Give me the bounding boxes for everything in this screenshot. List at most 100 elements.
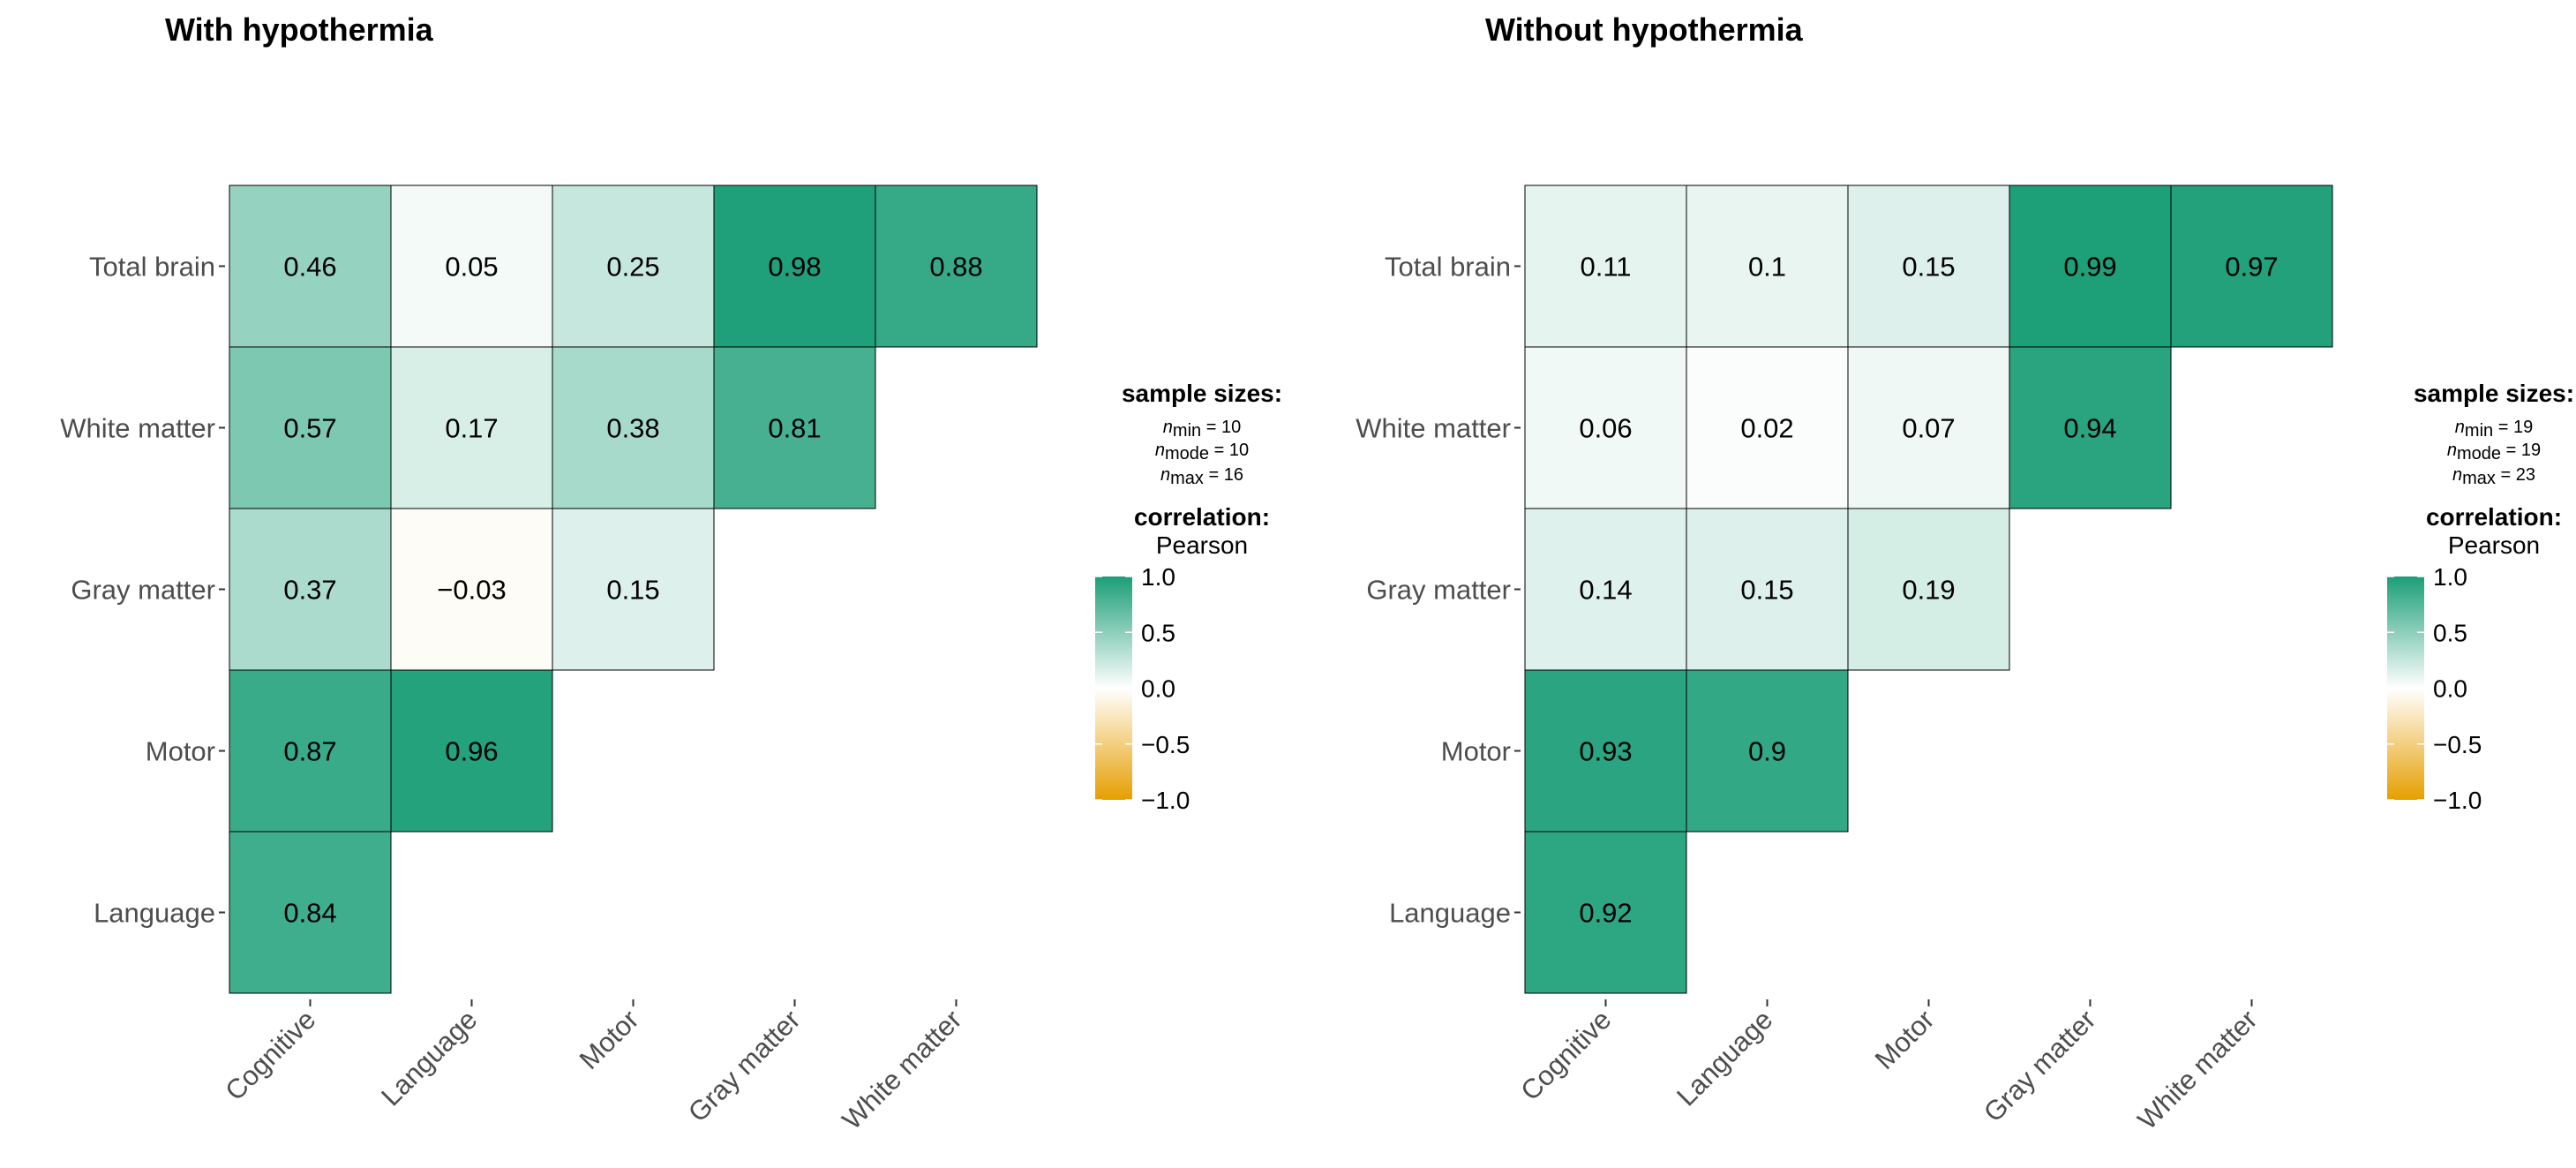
heatmap-cell — [875, 185, 1038, 348]
colorbar-tick-label: −1.0 — [2433, 787, 2482, 814]
legend-sample-size-mode: nmode = 10 — [1155, 441, 1249, 463]
heatmap-cell — [2009, 346, 2172, 509]
y-tick-label: White matter — [60, 413, 215, 444]
heatmap-cell — [229, 508, 392, 671]
heatmap-cell — [552, 508, 715, 671]
legend-sample-size-mode: nmode = 19 — [2447, 441, 2541, 463]
heatmap-cell — [1686, 669, 1849, 833]
heatmap-cell — [1524, 346, 1687, 509]
heatmap-panel-1: With hypothermia 0.46 0.05 0.25 0.98 0.88 0.57… — [60, 11, 1282, 1135]
x-tick-label: Gray matter — [682, 1004, 806, 1127]
cell-value-label: 0.15 — [606, 575, 659, 606]
cell-value-label: 0.25 — [606, 252, 659, 283]
x-tick-label: Cognitive — [219, 1004, 321, 1106]
heatmap-cell — [229, 346, 392, 509]
heatmap-cell — [552, 185, 715, 348]
cell-value-label: 0.92 — [1579, 898, 1632, 929]
colorbar-tick-label: 0.0 — [2433, 675, 2467, 703]
heatmap-cell — [390, 185, 553, 348]
x-tick-label: Motor — [574, 1004, 645, 1075]
heatmap-cell — [1524, 831, 1687, 994]
panel-title: Without hypothermia — [1485, 11, 1804, 48]
cell-value-label: 0.05 — [445, 252, 498, 283]
cell-value-label: 0.96 — [445, 736, 498, 767]
colorbar-tick-label: 0.5 — [1141, 619, 1175, 646]
cell-value-label: 0.37 — [283, 575, 336, 606]
x-tick-label: White matter — [2131, 1004, 2263, 1135]
cell-value-label: 0.15 — [1740, 575, 1793, 606]
heatmap-cell — [1686, 346, 1849, 509]
y-tick-label: Gray matter — [1366, 575, 1511, 606]
cell-value-label: 0.87 — [283, 736, 336, 767]
cell-value-label: 0.11 — [1580, 252, 1631, 283]
y-tick-label: Motor — [146, 736, 215, 767]
heatmap-cell — [229, 669, 392, 833]
legend-sample-sizes-title: sample sizes: — [2414, 380, 2574, 407]
x-tick-label: Gray matter — [1978, 1004, 2101, 1127]
heatmap-cell — [713, 346, 876, 509]
legend-correlation-title: correlation: — [1134, 503, 1270, 531]
cell-value-label: 0.06 — [1579, 413, 1632, 444]
heatmap-cell — [1524, 508, 1687, 671]
colorbar-tick-label: 0.0 — [1141, 675, 1175, 703]
cell-value-label: 0.88 — [929, 252, 982, 283]
legend-sample-size-max: nmax = 16 — [1160, 465, 1243, 488]
heatmap-cell — [2009, 185, 2172, 348]
cell-value-label: 0.07 — [1902, 413, 1955, 444]
heatmap-cell — [1686, 185, 1849, 348]
cell-value-label: 0.9 — [1748, 736, 1786, 767]
cell-value-label: 0.81 — [768, 413, 821, 444]
legend-correlation-title: correlation: — [2426, 503, 2562, 531]
heatmap-panel-2: Without hypothermia 0.11 0.1 0.15 0.99 0.97 0.… — [1356, 11, 2574, 1135]
cell-value-label: 0.46 — [283, 252, 336, 283]
cell-value-label: 0.57 — [283, 413, 336, 444]
heatmap-cell — [713, 185, 876, 348]
cell-value-label: 0.19 — [1902, 575, 1955, 606]
y-tick-label: Total brain — [89, 252, 215, 283]
y-tick-label: Motor — [1441, 736, 1511, 767]
y-tick-label: Gray matter — [71, 575, 215, 606]
cell-value-label: 0.02 — [1740, 413, 1793, 444]
y-tick-label: Language — [94, 898, 215, 929]
heatmap-cell — [552, 346, 715, 509]
colorbar-tick-label: 1.0 — [2433, 563, 2467, 591]
cell-value-label: 0.94 — [2063, 413, 2116, 444]
y-tick-label: Total brain — [1385, 252, 1511, 283]
y-tick-label: Language — [1389, 898, 1511, 929]
cell-value-label: 0.38 — [606, 413, 659, 444]
legend-sample-size-min: nmin = 19 — [2455, 418, 2533, 441]
cell-value-label: 0.99 — [2063, 252, 2116, 283]
y-tick-label: White matter — [1356, 413, 1511, 444]
cell-value-label: 0.98 — [768, 252, 821, 283]
colorbar-tick-label: −0.5 — [1141, 731, 1190, 758]
x-tick-label: White matter — [836, 1004, 967, 1135]
heatmap-cell — [229, 185, 392, 348]
heatmap-cell — [2170, 185, 2333, 348]
heatmap-cell — [1524, 185, 1687, 348]
x-tick-label: Language — [1671, 1004, 1778, 1111]
colorbar-tick-label: 0.5 — [2433, 619, 2467, 646]
colorbar-tick-label: −0.5 — [2433, 731, 2482, 758]
colorbar-tick-label: 1.0 — [1141, 563, 1175, 591]
heatmap-cell — [1847, 508, 2010, 671]
cell-value-label: 0.15 — [1902, 252, 1955, 283]
x-tick-label: Cognitive — [1514, 1004, 1617, 1106]
cell-value-label: −0.03 — [437, 575, 506, 606]
heatmap-cell — [1847, 185, 2010, 348]
x-tick-label: Language — [375, 1004, 483, 1111]
heatmap-cell — [1847, 346, 2010, 509]
cell-value-label: 0.84 — [283, 898, 336, 929]
legend-sample-size-min: nmin = 10 — [1163, 418, 1241, 441]
legend-correlation-method: Pearson — [1156, 531, 1248, 559]
legend-sample-size-max: nmax = 23 — [2452, 465, 2535, 488]
colorbar-tick-label: −1.0 — [1141, 787, 1190, 814]
cell-value-label: 0.97 — [2225, 252, 2278, 283]
heatmap-cell — [1686, 508, 1849, 671]
legend-sample-sizes-title: sample sizes: — [1122, 380, 1282, 407]
cell-value-label: 0.93 — [1579, 736, 1632, 767]
cell-value-label: 0.17 — [445, 413, 498, 444]
heatmap-cell — [229, 831, 392, 994]
